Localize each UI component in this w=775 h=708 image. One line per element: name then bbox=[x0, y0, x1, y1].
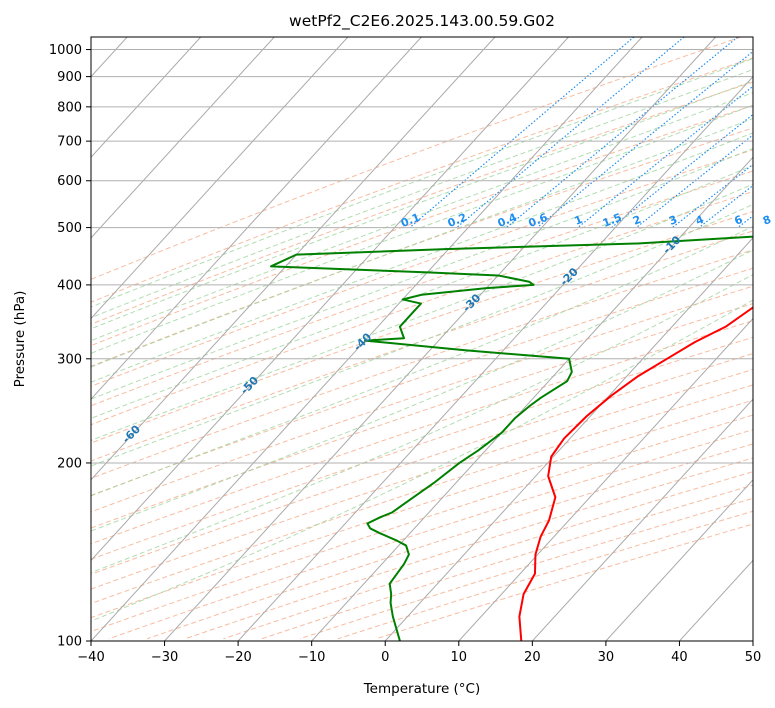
y-tick-label: 500 bbox=[57, 221, 82, 236]
y-tick-label: 100 bbox=[57, 635, 82, 650]
moist-adiabat bbox=[91, 117, 753, 368]
moist-adiabats bbox=[91, 58, 753, 622]
x-tick-label: −20 bbox=[224, 650, 251, 665]
isotherm bbox=[91, 37, 422, 400]
pressure-gridlines bbox=[91, 49, 753, 641]
y-tick-label: 700 bbox=[57, 135, 82, 150]
dry-adiabat bbox=[91, 57, 753, 303]
dry-adiabat bbox=[299, 497, 753, 640]
dry-adiabat bbox=[91, 336, 753, 560]
y-tick-label: 400 bbox=[57, 278, 82, 293]
isotherms bbox=[91, 37, 753, 641]
moist-adiabat bbox=[91, 69, 753, 319]
isotherm bbox=[91, 37, 275, 239]
moist-adiabat bbox=[91, 104, 753, 354]
y-tick-label: 300 bbox=[57, 352, 82, 367]
x-tick-label: 40 bbox=[671, 650, 688, 665]
mixing-ratio-line bbox=[536, 50, 753, 229]
dry-adiabat bbox=[91, 399, 753, 619]
isotherm bbox=[91, 37, 349, 320]
dry-adiabat bbox=[91, 320, 753, 545]
isotherm bbox=[458, 317, 753, 641]
y-axis: 100 200 300 400 500 600 700 800 900 1000 bbox=[49, 43, 91, 650]
x-tick-label: 20 bbox=[524, 650, 541, 665]
y-tick-label: 900 bbox=[57, 70, 82, 85]
dry-adiabat bbox=[376, 523, 753, 640]
y-axis-title: Pressure (hPa) bbox=[12, 291, 28, 388]
mixing-ratio-label: 2 bbox=[631, 213, 643, 228]
moist-adiabat bbox=[91, 183, 753, 441]
isotherm bbox=[605, 479, 753, 641]
y-tick-label: 600 bbox=[57, 174, 82, 189]
chart-title: wetPf2_C2E6.2025.143.00.59.G02 bbox=[289, 12, 555, 31]
dry-adiabat bbox=[91, 267, 753, 496]
dewpoint-profile bbox=[270, 235, 753, 641]
dry-adiabat bbox=[91, 384, 753, 605]
dry-adiabat bbox=[91, 37, 741, 280]
dry-adiabat bbox=[261, 484, 753, 640]
x-tick-label: 0 bbox=[381, 650, 389, 665]
isotherm bbox=[311, 156, 753, 641]
moist-adiabat bbox=[91, 58, 753, 308]
dry-adiabat bbox=[91, 104, 753, 347]
x-tick-label: −30 bbox=[151, 650, 178, 665]
dry-adiabat bbox=[91, 191, 753, 426]
dry-adiabat bbox=[223, 471, 753, 640]
y-tick-label: 1000 bbox=[49, 43, 82, 58]
moist-adiabat bbox=[91, 92, 753, 342]
x-tick-label: −40 bbox=[77, 650, 104, 665]
mixing-ratio-line bbox=[409, 37, 635, 229]
x-axis: −40 −30 −20 −10 0 10 20 30 40 50 bbox=[77, 641, 761, 665]
moist-adiabat bbox=[91, 299, 753, 622]
dry-adiabat bbox=[91, 303, 753, 529]
moist-adiabat bbox=[91, 274, 753, 574]
isotherm bbox=[91, 37, 643, 641]
mixing-ratio-label: 3 bbox=[667, 213, 679, 228]
mixing-ratio-line bbox=[635, 134, 753, 229]
mixing-ratio-lines bbox=[409, 37, 753, 229]
moist-adiabat bbox=[91, 164, 753, 419]
isotherm bbox=[237, 75, 753, 641]
profiles bbox=[270, 235, 753, 641]
x-tick-label: 10 bbox=[451, 650, 468, 665]
y-tick-label: 800 bbox=[57, 100, 82, 115]
dry-adiabat bbox=[337, 510, 753, 640]
dry-adiabat bbox=[91, 414, 753, 633]
temperature-profile bbox=[518, 306, 753, 641]
y-tick-label: 200 bbox=[57, 456, 82, 471]
isotherm bbox=[91, 37, 496, 481]
isotherm bbox=[531, 398, 753, 641]
plot-frame bbox=[90, 36, 754, 642]
mixing-ratio-label: 8 bbox=[761, 213, 773, 228]
mixing-ratio-line bbox=[506, 37, 739, 229]
isotherm bbox=[164, 37, 717, 641]
dry-adiabat bbox=[91, 149, 753, 387]
isotherm bbox=[384, 237, 753, 641]
x-tick-label: −10 bbox=[298, 650, 325, 665]
isotherm bbox=[91, 37, 569, 562]
x-axis-title: Temperature (°C) bbox=[363, 681, 481, 697]
dry-adiabat bbox=[91, 81, 753, 325]
mixing-ratio-line bbox=[577, 85, 753, 229]
plot-area bbox=[91, 37, 753, 641]
moist-adiabat bbox=[91, 203, 753, 467]
mixing-ratio-label: 1 bbox=[573, 213, 585, 228]
isotherm bbox=[91, 37, 202, 159]
x-tick-label: 30 bbox=[598, 650, 615, 665]
x-tick-label: 50 bbox=[745, 650, 762, 665]
